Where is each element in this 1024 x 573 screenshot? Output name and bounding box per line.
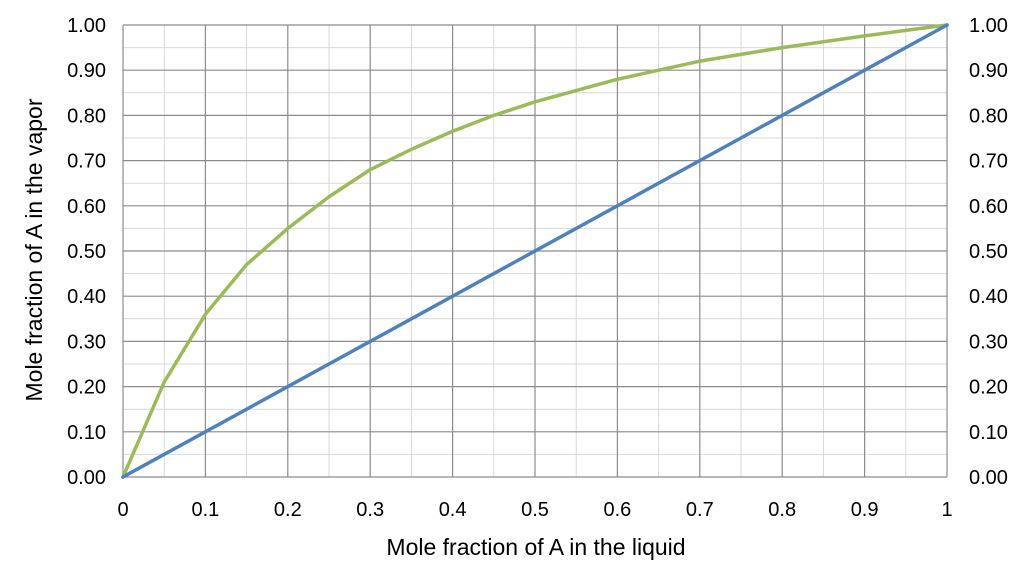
x-tick-label: 0.9 (851, 499, 879, 521)
y-tick-label: 0.80 (67, 105, 106, 127)
y-tick-label: 0.10 (67, 422, 106, 444)
y2-tick-label: 0.70 (969, 151, 1008, 173)
x-tick-label: 0.2 (274, 499, 302, 521)
y2-tick-label: 0.30 (969, 331, 1008, 353)
y-tick-label: 0.60 (67, 196, 106, 218)
x-tick-label: 0.3 (356, 499, 384, 521)
y-tick-label: 0.00 (67, 467, 106, 489)
series-line-0 (121, 23, 949, 479)
y2-tick-labels: 0.00 0.10 0.20 0.30 0.40 0.50 0.60 0.70 0.80 0.90… (969, 15, 1008, 489)
y2-tick-label: 0.20 (969, 377, 1008, 399)
y-tick-label: 0.20 (67, 377, 106, 399)
x-tick-label: 0.5 (521, 499, 549, 521)
y-tick-labels: 0.00 0.10 0.20 0.30 0.40 0.50 0.60 0.70 0.80 0.90… (67, 15, 106, 489)
x-tick-label: 0.4 (439, 499, 467, 521)
y2-tick-label: 0.40 (969, 286, 1008, 308)
y2-tick-label: 1.00 (969, 15, 1008, 37)
x-axis-title: Mole fraction of A in the liquid (386, 534, 685, 560)
y2-tick-label: 0.90 (969, 60, 1008, 82)
y-axis-title: Mole fraction of A in the vapor (21, 98, 47, 401)
y-tick-label: 0.50 (67, 241, 106, 263)
series-line-1 (121, 23, 949, 479)
y2-tick-label: 0.00 (969, 467, 1008, 489)
x-tick-label: 0 (117, 499, 128, 521)
y-tick-label: 0.40 (67, 286, 106, 308)
y2-tick-label: 0.10 (969, 422, 1008, 444)
y2-tick-label: 0.80 (969, 105, 1008, 127)
y-tick-label: 0.70 (67, 151, 106, 173)
y2-tick-label: 0.50 (969, 241, 1008, 263)
x-tick-label: 0.1 (191, 499, 219, 521)
y-tick-label: 0.90 (67, 60, 106, 82)
x-tick-labels: 0 0.1 0.2 0.3 0.4 0.5 0.6 0.7 0.8 0.9 1 (117, 499, 952, 521)
x-tick-label: 0.6 (603, 499, 631, 521)
y-tick-label: 0.30 (67, 331, 106, 353)
y2-tick-label: 0.60 (969, 196, 1008, 218)
y-tick-label: 1.00 (67, 15, 106, 37)
x-tick-label: 0.7 (686, 499, 714, 521)
x-tick-label: 0.8 (768, 499, 796, 521)
series-layer (121, 23, 949, 479)
x-tick-label: 1 (941, 499, 952, 521)
